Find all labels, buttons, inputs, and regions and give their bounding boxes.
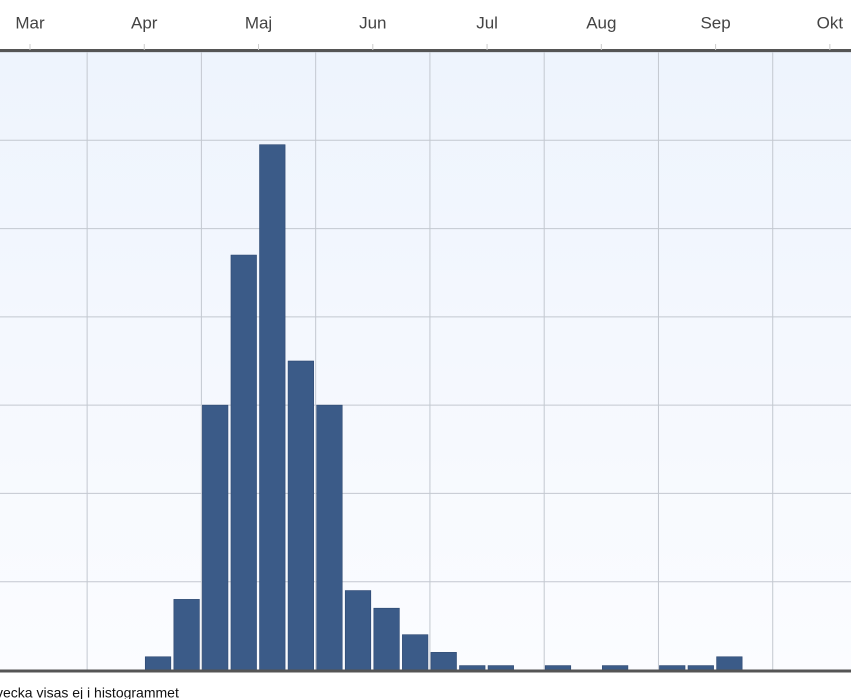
- x-tick-label: Apr: [131, 13, 158, 32]
- bar: [144, 656, 172, 671]
- bar: [687, 665, 714, 671]
- bar: [659, 665, 686, 671]
- bar: [402, 634, 429, 671]
- x-tick-label: Jul: [476, 13, 498, 32]
- bar: [173, 599, 200, 671]
- bar: [459, 665, 486, 671]
- bar: [287, 360, 314, 671]
- bar: [487, 665, 514, 671]
- footnote: vecka visas ej i histogrammet: [0, 685, 179, 699]
- x-tick-label: Maj: [245, 13, 272, 32]
- bar: [716, 656, 743, 671]
- bar: [259, 144, 286, 671]
- bar: [430, 652, 457, 671]
- bar: [602, 665, 629, 671]
- x-tick-label: Mar: [15, 13, 45, 32]
- bar: [202, 404, 229, 671]
- bar: [230, 254, 257, 671]
- bar: [373, 607, 400, 671]
- x-tick-label: Sep: [700, 13, 730, 32]
- bar: [344, 590, 372, 671]
- bar: [544, 665, 572, 671]
- x-tick-label: Jun: [359, 13, 386, 32]
- x-tick-label: Okt: [817, 13, 844, 32]
- plot-background: [0, 52, 851, 670]
- x-tick-label: Aug: [586, 13, 616, 32]
- bar: [316, 404, 343, 671]
